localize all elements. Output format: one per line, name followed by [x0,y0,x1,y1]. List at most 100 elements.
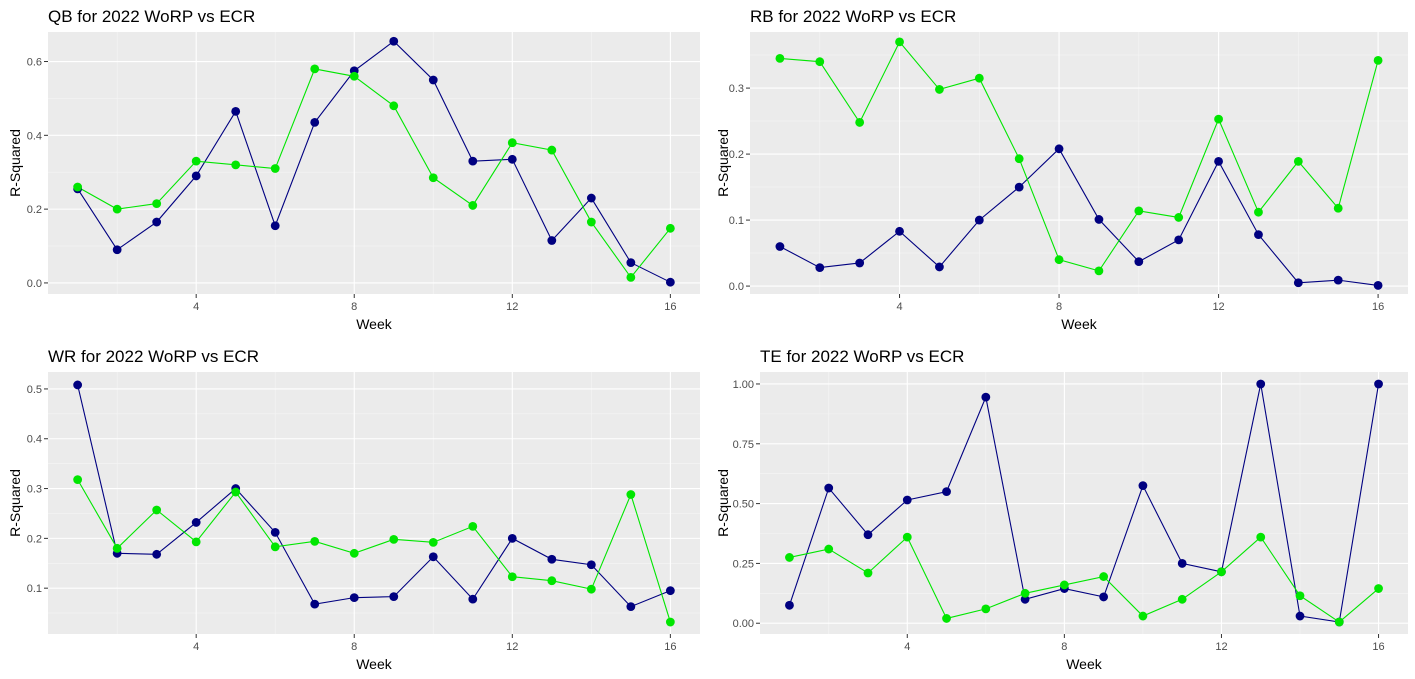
rb-plot-area [775,37,1383,290]
te-x-tick-label: 8 [1061,641,1067,653]
te-x-tick-label: 12 [1215,641,1227,653]
te-chart: 4 8 12 16 0.00 0.25 0.50 0.75 1.00 TE for 2022 Wo… [715,347,1408,672]
qb-series-worp-point [507,154,517,164]
te-series-worp-point [981,392,991,402]
qb-series-ecr-point [507,138,517,148]
wr-series-ecr-point [468,522,478,531]
wr-series-worp-point [310,599,320,609]
wr-panel [48,372,700,634]
rb-grid [750,32,1408,294]
qb-series-ecr-point [468,201,478,210]
rb-series-worp-point [1174,235,1184,245]
rb-series-worp-point [1254,230,1263,240]
te-y-tick-label: 0.75 [733,439,754,451]
rb-series-worp-point [895,226,904,236]
wr-series-worp-point [665,586,675,596]
te-series-worp-point [1138,481,1148,491]
qb-series-ecr-point [270,164,280,173]
te-series-ecr-point [1059,580,1069,590]
rb-series-worp-point [1014,182,1024,192]
te-series-ecr-point [824,544,834,554]
qb-series-worp-point [665,277,675,287]
rb-series-worp-line [779,147,1379,286]
rb-series-ecr-point [1174,213,1184,222]
qb-y-tick-label: 0.6 [27,57,42,69]
qb-series-worp-point [626,258,636,268]
te-series-ecr-point [1177,594,1187,604]
rb-series-ecr-point [815,57,825,67]
rb-series-ecr-point [1014,154,1024,164]
qb-x-tick-label: 16 [664,301,676,313]
qb-grid [48,32,700,294]
qb-series-ecr-point [231,160,241,170]
rb-series-ecr-point [855,118,865,127]
rb-series-worp-point [1293,278,1303,288]
te-series-ecr-point [1099,572,1109,581]
qb-x-axis-label: Week [356,316,393,332]
wr-series-ecr-point [73,475,83,484]
te-series-worp-point [1177,559,1187,568]
te-y-axis-label: R-Squared [715,469,731,537]
wr-series-worp-point [73,380,83,390]
te-series-worp-point [1256,379,1266,389]
qb-series-ecr-line [77,68,671,279]
wr-series-ecr-point [665,617,675,627]
te-series-ecr-point [1138,611,1148,621]
wr-series-ecr-point [112,543,122,553]
qb-series-worp-point [310,118,320,127]
wr-x-tick-label: 8 [351,641,357,653]
te-chart-title: TE for 2022 WoRP vs ECR [760,347,964,366]
rb-x-tick-label: 16 [1372,301,1384,313]
wr-y-axis-label: R-Squared [7,469,23,537]
rb-series-ecr-point [1254,207,1263,217]
rb-x-tick-label: 12 [1212,301,1224,313]
qb-y-tick-label: 0.4 [27,130,42,142]
wr-chart: 4 8 12 16 0.1 0.2 0.3 0.4 0.5 WR for 2022 WoRP vs… [7,347,700,672]
te-series-ecr-point [902,532,912,542]
te-series-worp-point [1374,379,1383,389]
rb-series-ecr-point [1214,114,1223,124]
te-y-tick-label: 1.00 [733,379,754,391]
qb-series-worp-point [389,36,399,46]
wr-series-worp-point [626,602,636,612]
qb-series-ecr-point [310,64,320,74]
qb-x-tick-label: 12 [506,301,518,313]
te-series-worp-point [785,600,794,610]
qb-series-ecr-point [389,101,399,111]
qb-series-worp-point [231,106,241,116]
qb-series-ecr-point [428,173,438,183]
te-series-ecr-point [785,553,794,562]
wr-y-tick-label: 0.2 [27,533,42,545]
wr-series-worp-point [507,533,517,543]
wr-series-worp-point [547,554,557,564]
qb-y-tick-label: 0.2 [27,204,42,216]
rb-x-tick-label: 4 [896,301,902,313]
qb-series-worp-line [77,40,671,283]
wr-series-ecr-point [586,584,596,594]
qb-x-tick-label: 4 [193,301,199,313]
te-y-tick-label: 0.50 [733,499,754,511]
te-panel [760,372,1408,634]
rb-series-ecr-point [974,73,984,83]
te-series-ecr-line [789,536,1379,623]
qb-series-ecr-point [665,223,675,233]
qb-series-ecr-point [547,145,557,155]
te-series-ecr-point [942,614,951,623]
te-series-worp-point [1295,611,1305,621]
qb-series-ecr-point [112,204,122,214]
wr-series-ecr-line [77,479,671,623]
qb-series-worp-point [586,193,596,203]
te-series-ecr-point [863,568,873,578]
wr-series-ecr-point [231,487,241,497]
rb-series-ecr-point [1293,156,1303,166]
wr-series-ecr-point [428,537,438,547]
qb-series-worp-point [270,221,280,231]
wr-y-tick-label: 0.5 [27,384,42,396]
wr-y-tick-label: 0.1 [27,583,42,595]
qb-series-worp-point [428,75,438,85]
wr-series-worp-point [389,592,399,602]
rb-x-tick-label: 8 [1056,301,1062,313]
wr-x-axis-label: Week [356,656,393,672]
wr-chart-title: WR for 2022 WoRP vs ECR [48,347,259,366]
